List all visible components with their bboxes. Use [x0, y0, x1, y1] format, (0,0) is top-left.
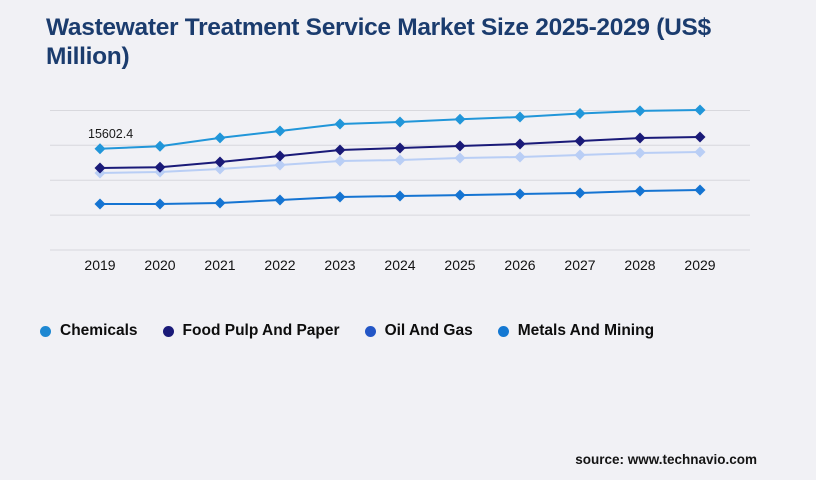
data-point-metals-and-mining-2027[interactable] [574, 187, 586, 199]
x-axis-label-2023: 2023 [324, 257, 355, 273]
data-point-oil-and-gas-2025[interactable] [454, 152, 466, 164]
data-point-food-pulp-and-paper-2028[interactable] [634, 132, 646, 144]
chart-title: Wastewater Treatment Service Market Size… [46, 14, 711, 70]
data-point-food-pulp-and-paper-2027[interactable] [574, 135, 586, 147]
data-point-food-pulp-and-paper-2025[interactable] [454, 140, 466, 152]
legend-label-food-pulp-and-paper: Food Pulp And Paper [182, 322, 340, 339]
x-axis-label-2027: 2027 [564, 257, 595, 273]
x-axis-label-2024: 2024 [384, 257, 415, 273]
legend-item-chemicals[interactable]: Chemicals [40, 322, 138, 340]
data-point-metals-and-mining-2022[interactable] [274, 194, 286, 206]
data-point-food-pulp-and-paper-2024[interactable] [394, 142, 406, 154]
data-point-food-pulp-and-paper-2026[interactable] [514, 138, 526, 150]
legend-item-metals-and-mining[interactable]: Metals And Mining [497, 322, 655, 340]
data-label-first-value: 15602.4 [88, 127, 133, 141]
data-point-metals-and-mining-2024[interactable] [394, 190, 406, 202]
data-point-food-pulp-and-paper-2022[interactable] [274, 150, 286, 162]
x-axis-label-2025: 2025 [444, 257, 475, 273]
x-axis-label-2029: 2029 [684, 257, 715, 273]
data-point-oil-and-gas-2021[interactable] [214, 163, 226, 175]
x-axis-label-2021: 2021 [204, 257, 235, 273]
line-chart-area: 2019 2020 2021 2022 2023 2024 2025 2026 2027 2028… [0, 85, 816, 295]
legend-marker-food-pulp-and-paper-icon [162, 325, 174, 337]
data-point-metals-and-mining-2021[interactable] [214, 197, 226, 209]
legend-label-chemicals: Chemicals [60, 322, 138, 339]
data-point-oil-and-gas-2024[interactable] [394, 154, 406, 166]
x-axis-label-2028: 2028 [624, 257, 655, 273]
data-point-food-pulp-and-paper-2019[interactable] [94, 162, 106, 174]
x-axis-label-2020: 2020 [144, 257, 175, 273]
x-axis-label-2022: 2022 [264, 257, 295, 273]
data-point-chemicals-2025[interactable] [454, 113, 466, 125]
data-point-oil-and-gas-2028[interactable] [634, 147, 646, 159]
x-axis-label-2019: 2019 [84, 257, 115, 273]
legend-label-metals-and-mining: Metals And Mining [517, 322, 655, 339]
legend-item-food-pulp-and-paper[interactable]: Food Pulp And Paper [162, 322, 340, 340]
source-attribution: source: www.technavio.com [575, 452, 757, 467]
legend: Chemicals Food Pulp And Paper Oil And Ga… [40, 322, 654, 340]
legend-label-oil-and-gas: Oil And Gas [384, 322, 473, 339]
data-point-chemicals-2019[interactable] [94, 143, 106, 155]
data-point-metals-and-mining-2029[interactable] [694, 184, 706, 196]
legend-item-oil-and-gas[interactable]: Oil And Gas [364, 322, 473, 340]
data-point-chemicals-2024[interactable] [394, 116, 406, 128]
data-point-chemicals-2023[interactable] [334, 118, 346, 130]
data-point-chemicals-2021[interactable] [214, 132, 226, 144]
legend-marker-metals-and-mining-icon [497, 325, 509, 337]
data-point-oil-and-gas-2026[interactable] [514, 151, 526, 163]
data-point-chemicals-2022[interactable] [274, 125, 286, 137]
data-point-oil-and-gas-2027[interactable] [574, 149, 586, 161]
data-point-metals-and-mining-2028[interactable] [634, 185, 646, 197]
data-point-oil-and-gas-2023[interactable] [334, 155, 346, 167]
data-point-chemicals-2026[interactable] [514, 111, 526, 123]
data-point-metals-and-mining-2023[interactable] [334, 191, 346, 203]
data-point-food-pulp-and-paper-2023[interactable] [334, 144, 346, 156]
market-size-line-chart: 2019 2020 2021 2022 2023 2024 2025 2026 2027 2028… [50, 104, 750, 273]
data-point-metals-and-mining-2026[interactable] [514, 188, 526, 200]
legend-marker-chemicals-icon [40, 325, 51, 337]
data-point-food-pulp-and-paper-2020[interactable] [154, 161, 166, 173]
data-point-chemicals-2029[interactable] [694, 104, 706, 116]
legend-marker-oil-and-gas-icon [364, 325, 376, 337]
data-point-chemicals-2020[interactable] [154, 140, 166, 152]
data-point-metals-and-mining-2025[interactable] [454, 189, 466, 201]
data-point-oil-and-gas-2029[interactable] [694, 146, 706, 158]
data-point-food-pulp-and-paper-2021[interactable] [214, 156, 226, 168]
data-point-metals-and-mining-2019[interactable] [94, 198, 106, 210]
data-point-metals-and-mining-2020[interactable] [154, 198, 166, 210]
x-axis-label-2026: 2026 [504, 257, 535, 273]
data-point-oil-and-gas-2022[interactable] [274, 159, 286, 171]
data-point-food-pulp-and-paper-2029[interactable] [694, 131, 706, 143]
data-point-chemicals-2028[interactable] [634, 105, 646, 117]
data-point-chemicals-2027[interactable] [574, 108, 586, 119]
